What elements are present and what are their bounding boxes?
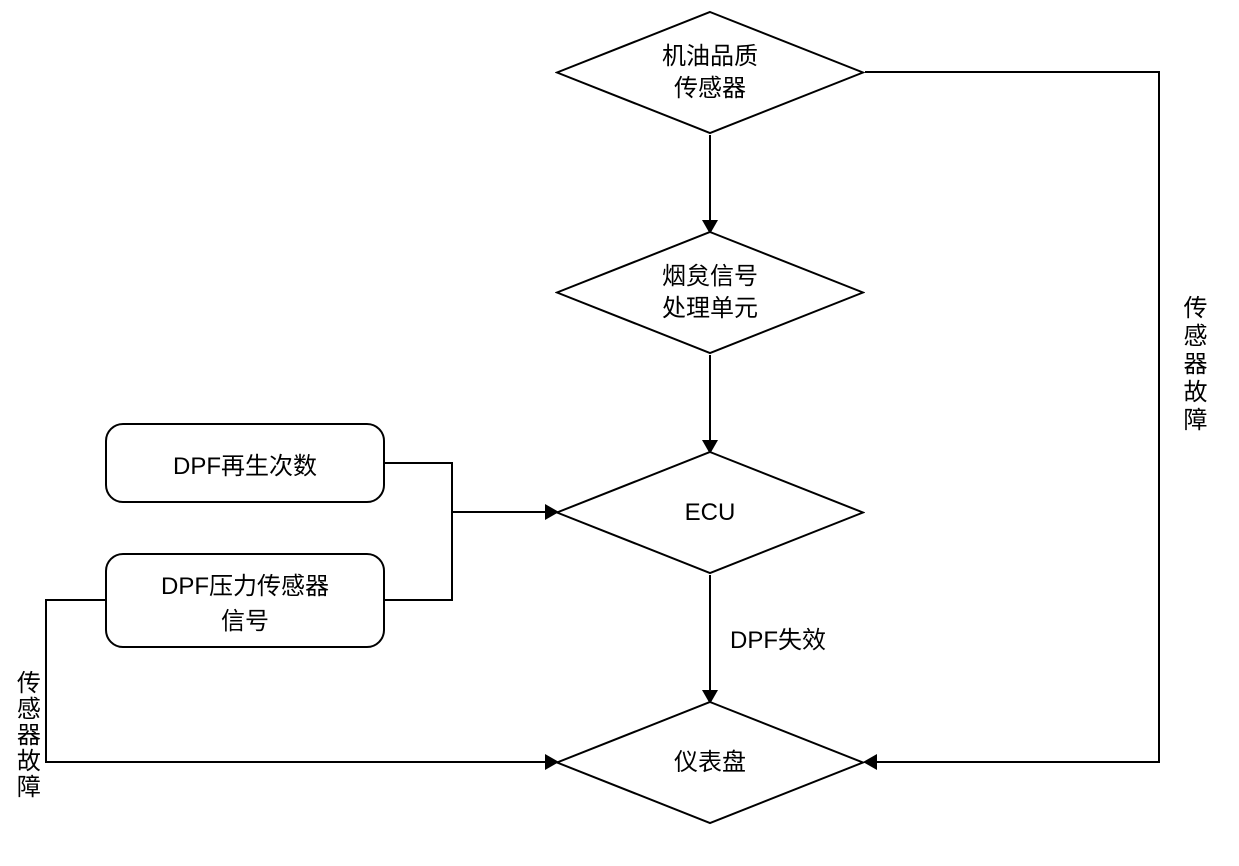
line-junction-vertical (451, 462, 453, 601)
arrow-ecu-to-dashboard (709, 575, 711, 698)
dpf-regen-count-node: DPF再生次数 (105, 423, 385, 503)
dashboard-label: 仪表盘 (674, 747, 746, 778)
line-pressure-right (385, 599, 453, 601)
arrowhead-right-icon (545, 504, 559, 520)
ecu-label: ECU (685, 497, 736, 528)
dpf-pressure-label-1: DPF压力传感器 (161, 566, 329, 601)
soot-signal-unit-node: 烟炱信号 处理单元 (555, 230, 865, 355)
line-left-to-dashboard (45, 761, 553, 763)
ecu-node: ECU (555, 450, 865, 575)
line-right-to-dashboard (875, 761, 1160, 763)
oil-quality-sensor-label: 机油品质 传感器 (662, 41, 758, 103)
oil-quality-sensor-node: 机油品质 传感器 (555, 10, 865, 135)
line-junction-to-ecu (453, 511, 553, 513)
sensor-fault-left-label: 传感器故障 (10, 670, 40, 808)
dpf-pressure-sensor-node: DPF压力传感器 信号 (105, 553, 385, 648)
soot-signal-unit-label: 烟炱信号 处理单元 (662, 261, 758, 323)
sensor-fault-right-label: 传感器故障 (1175, 295, 1210, 435)
line-pressure-left (45, 599, 105, 601)
line-left-down (45, 599, 47, 763)
arrowhead-left-icon (863, 754, 877, 770)
dashboard-node: 仪表盘 (555, 700, 865, 825)
line-right-down (1158, 71, 1160, 763)
line-oil-right (865, 71, 1160, 73)
dpf-regen-count-label: DPF再生次数 (173, 446, 317, 481)
arrow-soot-to-ecu (709, 355, 711, 448)
dpf-pressure-label-2: 信号 (221, 601, 269, 636)
arrowhead-right-icon (545, 754, 559, 770)
line-regen-right (385, 462, 453, 464)
dpf-fail-label: DPF失效 (730, 620, 826, 655)
arrow-oil-to-soot (709, 135, 711, 228)
